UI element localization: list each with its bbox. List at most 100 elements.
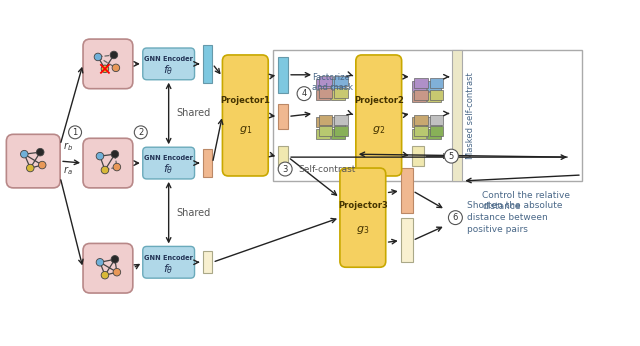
Bar	[316, 90, 330, 100]
Circle shape	[112, 64, 120, 72]
Text: Shorten the absolute: Shorten the absolute	[467, 201, 563, 210]
Bar	[412, 92, 426, 102]
Bar	[332, 79, 346, 89]
Text: 1: 1	[72, 128, 77, 137]
Bar	[412, 117, 426, 127]
Text: Projector2: Projector2	[354, 97, 404, 106]
Bar	[429, 126, 444, 136]
Bar	[414, 78, 428, 88]
Bar	[427, 81, 441, 91]
Bar	[429, 78, 444, 88]
FancyBboxPatch shape	[340, 168, 386, 267]
Circle shape	[101, 65, 109, 73]
Bar	[401, 218, 413, 262]
Bar	[278, 103, 288, 129]
Text: GNN Encoder: GNN Encoder	[144, 56, 193, 62]
Text: 5: 5	[449, 152, 454, 161]
Bar	[334, 115, 348, 125]
Circle shape	[94, 53, 102, 61]
Circle shape	[113, 163, 121, 171]
FancyBboxPatch shape	[143, 246, 195, 278]
FancyBboxPatch shape	[83, 244, 133, 293]
Text: Shared: Shared	[177, 109, 211, 118]
Text: GNN Encoder: GNN Encoder	[144, 255, 193, 261]
FancyBboxPatch shape	[143, 147, 195, 179]
Bar	[273, 50, 582, 181]
Circle shape	[68, 126, 81, 139]
Bar	[427, 117, 441, 127]
Bar	[332, 129, 346, 139]
Circle shape	[444, 149, 458, 163]
Bar	[278, 146, 288, 168]
Bar	[412, 146, 424, 166]
Text: Projector1: Projector1	[220, 97, 270, 106]
Bar	[332, 90, 346, 100]
Text: distance between: distance between	[467, 213, 548, 222]
Bar	[319, 115, 332, 125]
Circle shape	[96, 152, 104, 160]
Bar	[452, 50, 462, 181]
Bar	[202, 251, 212, 273]
Bar	[316, 117, 330, 127]
Circle shape	[36, 148, 44, 156]
Text: 6: 6	[452, 213, 458, 222]
Circle shape	[449, 211, 462, 225]
Text: 2: 2	[138, 128, 143, 137]
Bar	[319, 76, 332, 86]
Text: 3: 3	[282, 165, 288, 174]
Text: Shared: Shared	[177, 208, 211, 218]
Text: Factorize: Factorize	[312, 73, 350, 82]
FancyBboxPatch shape	[83, 138, 133, 188]
Bar	[401, 168, 413, 213]
Bar	[334, 88, 348, 98]
Bar	[414, 90, 428, 100]
Bar	[319, 88, 332, 98]
FancyBboxPatch shape	[356, 55, 402, 176]
Text: $g_2$: $g_2$	[372, 124, 385, 136]
Circle shape	[113, 268, 121, 276]
Bar	[332, 117, 346, 127]
Bar	[316, 79, 330, 89]
Text: $g_1$: $g_1$	[239, 124, 252, 136]
Circle shape	[110, 51, 118, 59]
Circle shape	[278, 162, 292, 176]
Bar	[427, 129, 441, 139]
Circle shape	[134, 126, 147, 139]
Text: Masked self-contrast: Masked self-contrast	[467, 72, 476, 159]
Circle shape	[96, 258, 104, 266]
Bar	[334, 76, 348, 86]
Bar	[429, 90, 444, 100]
FancyBboxPatch shape	[6, 134, 60, 188]
Text: $f_\theta$: $f_\theta$	[163, 63, 174, 77]
Text: Self-contrast: Self-contrast	[298, 165, 355, 174]
Bar	[278, 57, 288, 93]
FancyBboxPatch shape	[143, 48, 195, 80]
Bar	[202, 149, 212, 177]
Bar	[412, 129, 426, 139]
Text: distance: distance	[483, 202, 521, 211]
Bar	[319, 126, 332, 136]
Circle shape	[101, 271, 109, 279]
Circle shape	[38, 161, 46, 169]
Text: Control the relative: Control the relative	[483, 191, 570, 200]
Bar	[414, 126, 428, 136]
Text: and mask: and mask	[312, 83, 353, 92]
Text: $f_\theta$: $f_\theta$	[163, 262, 174, 275]
Text: $g_3$: $g_3$	[356, 224, 369, 236]
Text: $f_\theta$: $f_\theta$	[163, 163, 174, 176]
Text: GNN Encoder: GNN Encoder	[144, 155, 193, 161]
Circle shape	[111, 151, 118, 158]
Text: $r_a$: $r_a$	[63, 164, 73, 177]
Text: positive pairs: positive pairs	[467, 225, 528, 234]
Bar	[427, 92, 441, 102]
FancyBboxPatch shape	[83, 39, 133, 89]
Circle shape	[26, 164, 34, 172]
Text: 4: 4	[301, 89, 307, 98]
Bar	[316, 129, 330, 139]
Bar	[429, 115, 444, 125]
Bar	[334, 126, 348, 136]
Bar	[202, 45, 212, 83]
Text: $r_b$: $r_b$	[63, 140, 73, 153]
Circle shape	[111, 256, 118, 263]
Bar	[414, 115, 428, 125]
